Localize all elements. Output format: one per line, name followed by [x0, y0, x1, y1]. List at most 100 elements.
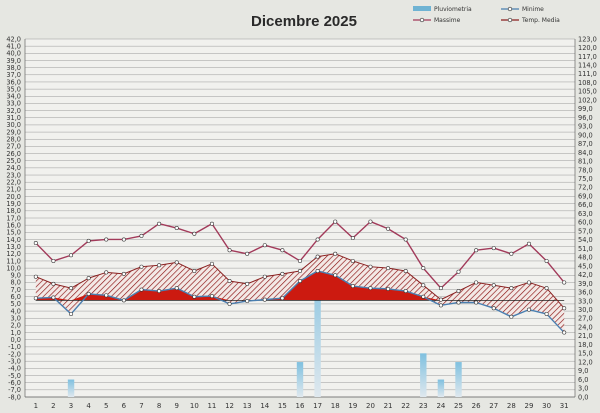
left-tick-label: -2,0	[8, 350, 21, 358]
left-tick-label: 12,0	[6, 250, 21, 258]
right-tick-label: 78,0	[578, 166, 593, 174]
x-tick-label: 14	[260, 402, 269, 410]
left-tick-label: 24,0	[6, 164, 21, 172]
point-minime	[456, 300, 461, 305]
left-tick-label: 17,0	[6, 214, 21, 222]
left-tick-label: 3,0	[11, 315, 22, 323]
x-tick-label: 21	[384, 402, 393, 410]
point-media	[174, 260, 179, 265]
point-minime	[562, 330, 567, 335]
right-tick-label: 102,0	[578, 96, 597, 104]
right-tick-label: 21,0	[578, 332, 593, 340]
point-media	[456, 289, 461, 294]
point-media	[438, 297, 443, 302]
point-minime	[245, 299, 250, 304]
point-massime	[474, 248, 479, 253]
point-media	[315, 254, 320, 259]
left-tick-label: 2,0	[11, 322, 22, 330]
x-tick-label: 19	[348, 402, 357, 410]
point-massime	[245, 251, 250, 256]
left-tick-label: 21,0	[6, 186, 21, 194]
point-media	[51, 281, 56, 286]
point-minime	[174, 286, 179, 291]
x-tick-label: 2	[51, 402, 55, 410]
point-minime	[227, 301, 232, 306]
left-tick-label: 38,0	[6, 64, 21, 72]
left-tick-label: 28,0	[6, 136, 21, 144]
point-massime	[139, 233, 144, 238]
left-tick-label: 15,0	[6, 229, 21, 237]
x-axis-ticks: 1 2 3 4 5 6 7 8 9 10 11 12 13 14 15 16 17 18 19 20 21 22 23 24 2…	[34, 402, 569, 410]
right-tick-label: 114,0	[578, 61, 597, 69]
x-tick-label: 9	[174, 402, 178, 410]
x-tick-label: 31	[560, 402, 569, 410]
point-minime	[474, 300, 479, 305]
point-media	[350, 258, 355, 263]
left-tick-label: 19,0	[6, 200, 21, 208]
left-tick-label: 42,0	[6, 35, 21, 43]
left-tick-label: 14,0	[6, 236, 21, 244]
x-tick-label: 11	[207, 402, 216, 410]
point-media	[421, 283, 426, 288]
rain-bar	[420, 353, 427, 397]
left-tick-label: 27,0	[6, 143, 21, 151]
point-media	[33, 274, 38, 279]
rain-bar	[314, 257, 321, 397]
point-minime	[509, 314, 514, 319]
left-tick-label: -1,0	[8, 343, 21, 351]
point-minime	[386, 286, 391, 291]
left-tick-label: 29,0	[6, 128, 21, 136]
x-tick-label: 26	[472, 402, 481, 410]
x-tick-label: 29	[525, 402, 534, 410]
left-tick-label: -4,0	[8, 365, 21, 373]
left-tick-label: 6,0	[11, 293, 22, 301]
point-minime	[86, 291, 91, 296]
point-media	[192, 268, 197, 273]
point-massime	[262, 243, 267, 248]
right-tick-label: 6,0	[578, 376, 589, 384]
point-minime	[262, 297, 267, 302]
left-tick-label: 40,0	[6, 50, 21, 58]
point-massime	[297, 258, 302, 263]
point-massime	[509, 251, 514, 256]
legend-label-pluviometria: Pluviometria	[434, 6, 472, 13]
point-minime	[280, 296, 285, 301]
left-tick-label: -3,0	[8, 358, 21, 366]
x-tick-label: 25	[454, 402, 463, 410]
hatched-band	[35, 253, 565, 333]
point-minime	[157, 289, 162, 294]
right-tick-label: 75,0	[578, 175, 593, 183]
right-axis-ticks: 123,0120,0117,0114,0111,0108,0105,0102,0…	[578, 35, 597, 401]
x-tick-label: 6	[122, 402, 127, 410]
right-tick-label: 54,0	[578, 236, 593, 244]
point-media	[297, 268, 302, 273]
left-tick-label: 23,0	[6, 171, 21, 179]
point-media	[280, 271, 285, 276]
left-tick-label: 16,0	[6, 221, 21, 229]
point-media	[368, 264, 373, 269]
point-media	[403, 268, 408, 273]
right-tick-label: 3,0	[578, 385, 589, 393]
left-tick-label: 7,0	[11, 286, 22, 294]
point-massime	[86, 238, 91, 243]
right-tick-label: 57,0	[578, 227, 593, 235]
left-tick-label: 37,0	[6, 71, 21, 79]
series-points	[33, 219, 567, 335]
point-massime	[280, 248, 285, 253]
rain-bar	[437, 379, 445, 397]
x-tick-label: 8	[157, 402, 161, 410]
gridlines	[24, 38, 576, 398]
right-tick-label: 72,0	[578, 184, 593, 192]
x-tick-label: 13	[243, 402, 252, 410]
x-tick-label: 28	[507, 402, 516, 410]
left-tick-label: 1,0	[11, 329, 22, 337]
right-tick-label: 117,0	[578, 53, 597, 61]
point-minime	[104, 293, 109, 298]
point-media	[86, 276, 91, 281]
point-massime	[51, 258, 56, 263]
point-media	[262, 274, 267, 279]
left-tick-label: 4,0	[11, 307, 22, 315]
legend-label-media: Temp. Media	[521, 17, 560, 24]
left-tick-label: 41,0	[6, 42, 21, 50]
